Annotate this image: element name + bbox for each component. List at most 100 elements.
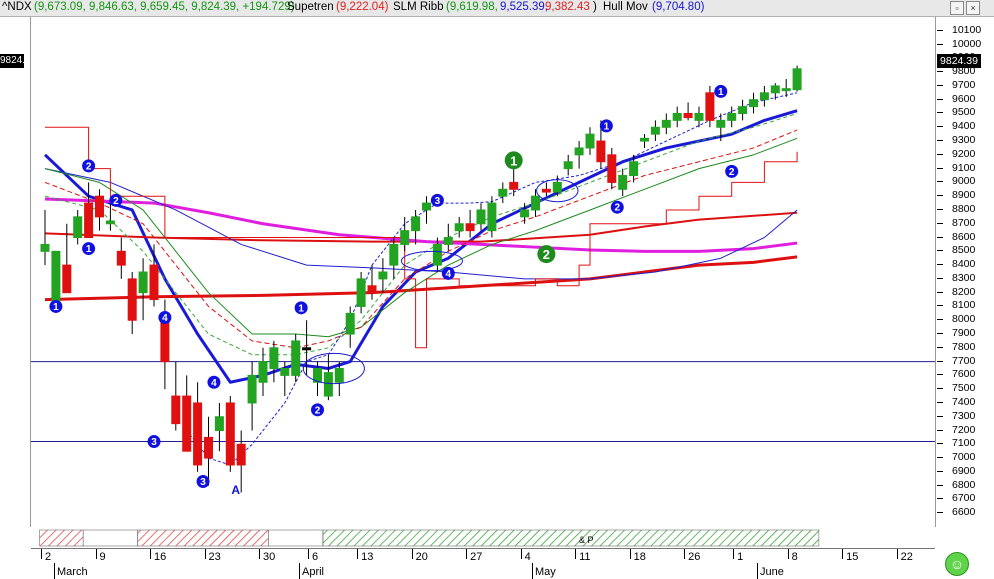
candle-body xyxy=(498,188,508,197)
left-price-strip xyxy=(0,17,31,527)
y-tick-label: 7800 xyxy=(936,340,976,353)
candle-body xyxy=(432,243,442,266)
candle-body xyxy=(672,112,682,121)
y-tick-label: 8400 xyxy=(936,258,976,271)
candle xyxy=(716,113,726,142)
candle xyxy=(694,106,704,128)
wave-label-circle xyxy=(82,159,96,173)
candle xyxy=(727,106,737,128)
candle xyxy=(313,361,322,397)
date-label: 2 xyxy=(45,551,52,563)
wave-label-2: 2 xyxy=(109,193,123,207)
annotation-ellipse xyxy=(400,250,463,272)
date-tick xyxy=(411,549,413,559)
trend-segment xyxy=(137,529,269,547)
month-label: April xyxy=(302,566,325,578)
candle xyxy=(476,203,486,231)
wave-label-2: 2 xyxy=(311,403,324,417)
wave-label-1: 1 xyxy=(82,242,96,256)
candle-body xyxy=(400,230,410,245)
annotation-ellipse xyxy=(536,179,579,203)
candle xyxy=(487,196,497,238)
candle-body xyxy=(422,202,431,211)
candle-body xyxy=(727,112,737,121)
date-tick xyxy=(150,549,151,559)
date-tick xyxy=(466,549,468,559)
y-tick-label: 8300 xyxy=(936,271,976,284)
date-tick xyxy=(684,549,686,559)
time-axis: 2 9 16 23 30 6 13 20 27 4 11 18 26 1 8 15 22 March April Ma… xyxy=(31,548,935,579)
candle xyxy=(749,92,758,114)
candle xyxy=(214,402,224,452)
candle-body xyxy=(193,402,203,466)
candle xyxy=(378,258,388,293)
slm-ribbon-value-2: 9,525.39, xyxy=(500,1,548,13)
candle xyxy=(618,168,628,197)
wave-label-text: 1 xyxy=(86,244,92,255)
trend-segment xyxy=(82,529,138,547)
wave-label-circle xyxy=(49,299,63,313)
y-tick-label: 10000 xyxy=(936,37,982,50)
candle-body xyxy=(84,202,94,239)
candle-body xyxy=(531,195,540,211)
candle-body xyxy=(62,264,72,294)
minimize-button[interactable]: ▫ xyxy=(950,1,964,15)
candle-body xyxy=(476,209,486,225)
date-tick xyxy=(95,549,97,559)
candle xyxy=(182,375,192,452)
slm-ribbon-close: ) xyxy=(593,1,597,13)
wave-label-1: 1 xyxy=(714,84,728,98)
wave-label-4: 4 xyxy=(158,310,172,324)
ohlc-values: (9,673.09, 9,846.63, 9,659.45, 9,824.39,… xyxy=(34,1,295,13)
candle xyxy=(389,237,399,279)
candle-body xyxy=(781,88,791,92)
candle xyxy=(574,141,584,169)
y-tick-label: 9800 xyxy=(936,65,976,78)
wave-label-A: A xyxy=(231,483,240,497)
candle xyxy=(585,127,595,155)
date-label: 27 xyxy=(470,551,483,563)
candle-body xyxy=(411,216,421,232)
y-tick-label: 10100 xyxy=(936,23,982,36)
candle-body xyxy=(291,340,301,376)
candle-body xyxy=(160,319,170,363)
trend-strip-label: & P xyxy=(579,535,594,545)
candle xyxy=(95,189,104,231)
wave-label-circle xyxy=(610,200,624,214)
wave-label-circle xyxy=(109,193,123,207)
wave-label-circle xyxy=(714,84,728,98)
indicator-line-red_dash xyxy=(44,129,798,349)
date-label: 22 xyxy=(900,551,913,563)
y-tick-label: 7100 xyxy=(936,437,976,450)
wave-label-text: 2 xyxy=(113,196,119,207)
date-tick xyxy=(787,549,789,559)
y-tick-label: 7400 xyxy=(936,395,976,408)
wave-label-2: 2 xyxy=(537,245,556,264)
candle-body xyxy=(236,443,246,466)
wave-label-text: 1 xyxy=(718,87,724,98)
wave-label-circle xyxy=(82,242,96,256)
wave-label-circle xyxy=(430,193,444,207)
close-button[interactable]: × xyxy=(966,1,980,15)
smiley-icon[interactable]: ☺ xyxy=(945,552,969,576)
candle xyxy=(269,340,279,383)
candle-body xyxy=(487,202,497,232)
y-tick-label: 7500 xyxy=(936,382,976,395)
candle-body xyxy=(116,250,126,266)
candle xyxy=(607,147,617,190)
wave-label-3: 3 xyxy=(196,475,210,489)
month-label: June xyxy=(760,566,784,578)
candle xyxy=(738,99,748,121)
date-label: 20 xyxy=(415,551,428,563)
y-tick-label: 7200 xyxy=(936,423,976,436)
price-chart[interactable]: 1 2 1 2 4 3 3 4 A 1 2 3 4 1 2 1 2 1 2 xyxy=(31,17,935,527)
date-label: 6 xyxy=(312,551,319,563)
candle-body xyxy=(367,285,377,294)
candle-body xyxy=(640,137,649,142)
wave-label-circle xyxy=(294,301,308,315)
indicator-line-green_dash xyxy=(44,113,798,356)
candle-body xyxy=(629,161,639,177)
wave-label-text: 4 xyxy=(211,378,217,389)
candle-body xyxy=(138,271,148,294)
candle-body xyxy=(509,181,519,190)
